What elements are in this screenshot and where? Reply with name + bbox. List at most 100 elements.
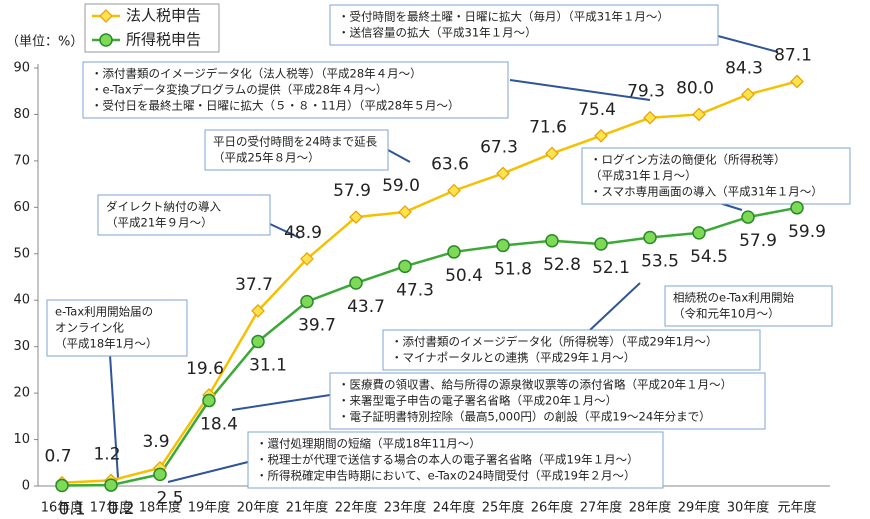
x-tick-label: 16年度 — [41, 500, 84, 516]
value-label: 50.4 — [445, 266, 483, 286]
y-tick-label: 50 — [13, 246, 30, 261]
legend-marker — [99, 33, 113, 47]
annotation-text: ・受付時間を最終土曜・日曜に拡大（毎月）（平成31年１月～） — [338, 10, 669, 24]
marker — [398, 205, 412, 219]
x-tick-label: 29年度 — [678, 500, 721, 516]
y-tick-label: 20 — [13, 386, 30, 401]
annotation-box — [204, 129, 389, 171]
annotation-text: ・マイナポータルとの連携（平成29年１月～） — [391, 351, 635, 365]
value-label: 52.1 — [592, 258, 630, 278]
annotation-text: ・来署型電子申告の電子署名省略（平成20年１月～） — [338, 394, 617, 408]
annotation-text: （平成25年８月～） — [213, 151, 320, 165]
annotation-text: （令和元年10月～） — [673, 307, 780, 321]
y-tick-label: 0 — [22, 479, 30, 494]
marker — [202, 393, 216, 408]
marker — [545, 234, 559, 248]
annotation-connector — [387, 149, 411, 163]
annotation-connector — [231, 394, 331, 411]
marker — [643, 110, 657, 125]
annotation-text: ・ログイン方法の簡便化（所得税等） — [590, 153, 786, 167]
annotation-text: ・添付書類のイメージデータ化（法人税等）（平成28年４月～） — [91, 67, 422, 81]
marker — [447, 245, 461, 259]
annotation-text: ・スマホ専用画面の導入（平成31年１月～） — [590, 185, 823, 199]
annotation-box — [46, 299, 188, 357]
x-tick-label: 27年度 — [580, 500, 623, 516]
annotation-text: （平成31年１月～） — [590, 169, 697, 183]
legend-label: 所得税申告 — [126, 31, 201, 49]
value-label: 57.9 — [739, 231, 777, 251]
value-label: 19.6 — [186, 359, 224, 379]
y-tick-label: 60 — [13, 200, 30, 215]
annotation-text: ・e-Taxデータ変換プログラムの提供（平成28年４月～） — [91, 83, 387, 97]
marker — [496, 238, 510, 253]
annotation-text: ・送信容量の拡大（平成31年１月～） — [338, 26, 537, 40]
value-label: 59.0 — [382, 176, 420, 196]
value-label: 0.7 — [44, 447, 71, 467]
value-label: 52.8 — [543, 255, 581, 275]
y-tick-label: 10 — [13, 432, 30, 447]
value-label: 39.7 — [298, 316, 336, 336]
x-tick-label: 22年度 — [335, 500, 378, 516]
value-label: 0.1 — [58, 500, 85, 519]
marker — [692, 226, 706, 240]
x-tick-label: 21年度 — [286, 500, 329, 516]
annotation-box — [329, 4, 719, 46]
x-tick-label: 20年度 — [237, 500, 280, 516]
value-label: 18.4 — [200, 415, 238, 435]
x-tick-label: 28年度 — [629, 500, 672, 516]
marker — [251, 334, 265, 349]
value-label: 48.9 — [284, 223, 322, 243]
x-tick-label: 元年度 — [777, 500, 816, 516]
value-label: 67.3 — [480, 137, 518, 157]
marker — [545, 146, 559, 161]
annotation-text: ・添付書類のイメージデータ化（所得税等）（平成29年1月～） — [391, 335, 717, 349]
annotation-connector — [717, 35, 779, 53]
marker — [251, 304, 265, 318]
marker — [594, 128, 608, 143]
value-label: 53.5 — [641, 252, 679, 272]
marker — [790, 201, 804, 215]
annotation-box — [247, 431, 664, 489]
value-label: 1.2 — [93, 444, 120, 464]
value-label: 2.5 — [156, 488, 183, 508]
value-label: 31.1 — [249, 356, 287, 376]
marker — [349, 210, 363, 224]
legend-label: 法人税申告 — [126, 7, 201, 25]
marker — [447, 183, 461, 198]
marker — [398, 259, 412, 274]
marker — [741, 87, 755, 102]
x-tick-label: 25年度 — [482, 500, 525, 516]
series-line — [61, 80, 798, 484]
y-tick-label: 90 — [13, 61, 30, 76]
value-label: 43.7 — [347, 297, 385, 317]
marker — [104, 478, 118, 492]
annotation-text: 平日の受付時間を24時まで延長 — [213, 135, 378, 149]
annotation-text: オンライン化 — [55, 321, 124, 335]
value-label: 63.6 — [431, 155, 469, 175]
y-tick-label: 70 — [13, 153, 30, 168]
x-tick-label: 26年度 — [531, 500, 574, 516]
annotation-box — [329, 372, 766, 430]
value-label: 54.5 — [690, 247, 728, 267]
annotation-text: （平成18年1月～） — [55, 337, 157, 351]
value-label: 80.0 — [676, 78, 714, 98]
annotation-connector — [109, 354, 119, 479]
annotation-connector — [269, 223, 301, 239]
x-tick-label: 23年度 — [384, 500, 427, 516]
annotation-text: 相続税のe-Tax利用開始 — [673, 291, 795, 305]
y-tick-label: 30 — [13, 339, 30, 354]
marker — [349, 276, 363, 290]
annotation-text: ・電子証明書特別控除（最高5,000円）の創設（平成19～24年分まで） — [338, 410, 711, 424]
marker — [153, 467, 167, 482]
annotation-text: ・還付処理期間の短縮（平成18年11月～） — [256, 437, 481, 451]
value-label: 79.3 — [627, 82, 665, 102]
legend-marker — [99, 9, 113, 23]
value-label: 37.7 — [235, 275, 273, 295]
value-label: 0.2 — [107, 499, 134, 519]
annotation-text: ・所得税確定申告時期において、e-Taxの24時間受付（平成19年２月～） — [256, 469, 636, 483]
x-tick-label: 18年度 — [139, 500, 182, 516]
annotation-connector — [589, 282, 641, 331]
annotation-box — [82, 61, 509, 119]
y-tick-label: 80 — [13, 107, 30, 122]
